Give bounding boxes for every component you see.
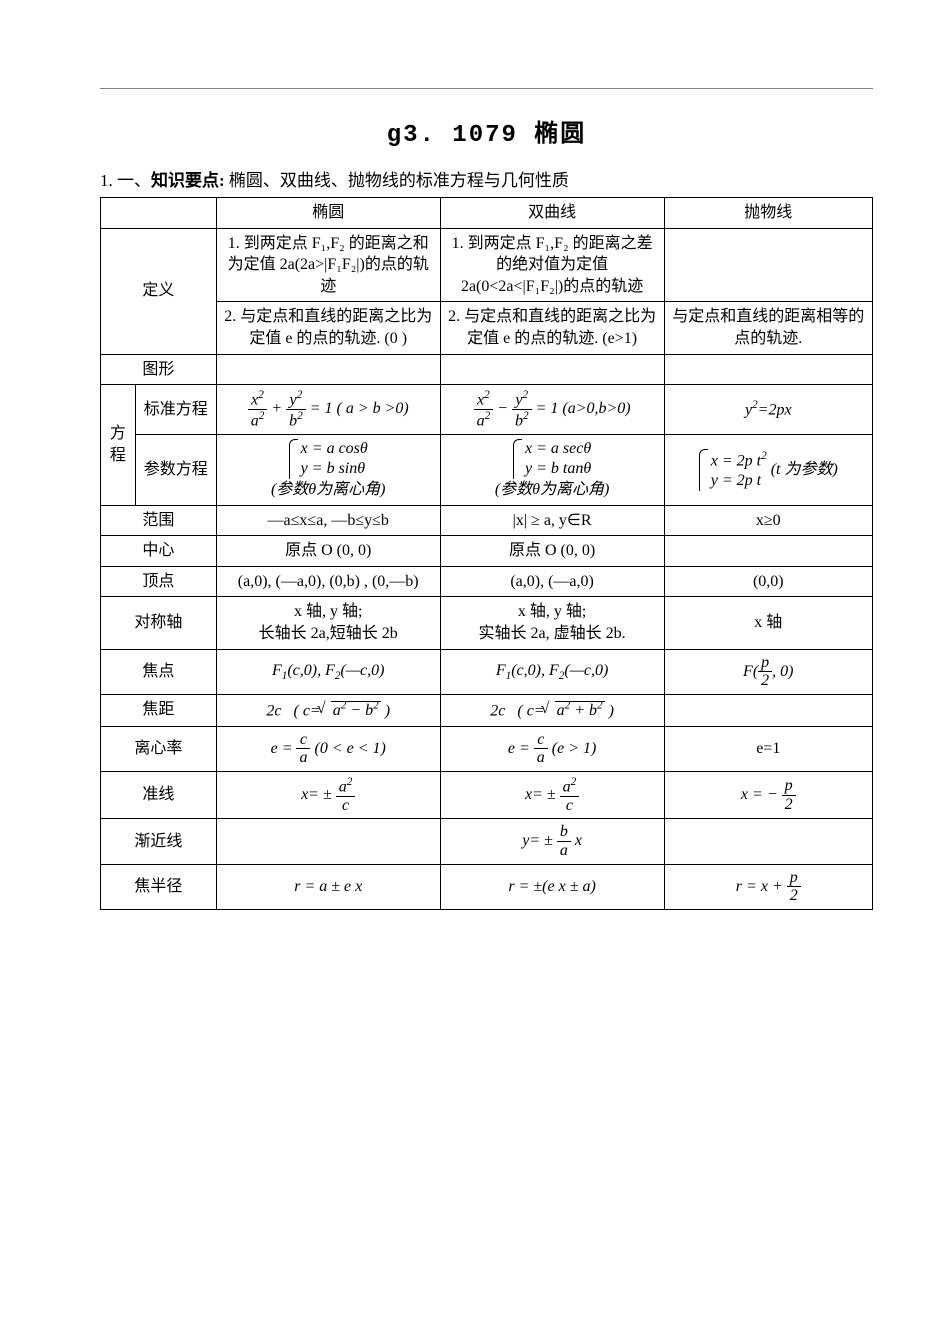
focradius-para: r = x + p2 — [664, 864, 872, 909]
focus-para: F(p2, 0) — [664, 649, 872, 694]
focdist-para — [664, 694, 872, 726]
row-focus: 焦点 F1(c,0), F2(—c,0) F1(c,0), F2(—c,0) F… — [101, 649, 873, 694]
row-figure: 图形 — [101, 354, 873, 385]
directrix-hyper: x= ± a2c — [440, 771, 664, 819]
ecc-ellipse: e = ca (0 < e < 1) — [216, 726, 440, 771]
def1-hyper: 1. 到两定点 F₁,F₂ 的距离之差的绝对值为定值 2a(0<2a<|F₁F₂… — [440, 228, 664, 302]
ecc-hyper: e = ca (e > 1) — [440, 726, 664, 771]
label-asymptote: 渐近线 — [101, 819, 217, 864]
parameq-ellipse: x = a cosθy = b sinθ(参数θ为离心角) — [216, 435, 440, 506]
label-range: 范围 — [101, 505, 217, 536]
def2-ellipse: 2. 与定点和直线的距离之比为定值 e 的点的轨迹. (0 ) — [216, 302, 440, 354]
intro-line: 1. 一、知识要点: 椭圆、双曲线、抛物线的标准方程与几何性质 — [100, 166, 873, 191]
parameq-para: x = 2p t2y = 2p t (t 为参数) — [664, 435, 872, 506]
asymptote-hyper: y= ± ba x — [440, 819, 664, 864]
stdeq-hyper: x2a2 − y2b2 = 1 (a>0,b>0) — [440, 385, 664, 435]
asymptote-ellipse — [216, 819, 440, 864]
axis-para: x 轴 — [664, 597, 872, 649]
range-ellipse: —a≤x≤a, —b≤y≤b — [216, 505, 440, 536]
row-ecc: 离心率 e = ca (0 < e < 1) e = ca (e > 1) e=… — [101, 726, 873, 771]
vertex-ellipse: (a,0), (—a,0), (0,b) , (0,—b) — [216, 566, 440, 597]
row-vertex: 顶点 (a,0), (—a,0), (0,b) , (0,—b) (a,0), … — [101, 566, 873, 597]
conic-table: 椭圆 双曲线 抛物线 定义 1. 到两定点 F₁,F₂ 的距离之和为定值 2a(… — [100, 197, 873, 910]
row-definition-1: 定义 1. 到两定点 F₁,F₂ 的距离之和为定值 2a(2a>|F₁F₂|)的… — [101, 228, 873, 302]
label-directrix: 准线 — [101, 771, 217, 819]
stdeq-ellipse: x2a2 + y2b2 = 1 ( a > b >0) — [216, 385, 440, 435]
figure-ellipse — [216, 354, 440, 385]
center-para — [664, 536, 872, 567]
ecc-para: e=1 — [664, 726, 872, 771]
header-hyperbola: 双曲线 — [440, 198, 664, 229]
intro-prefix: 1. 一、 — [100, 171, 151, 190]
table-header-row: 椭圆 双曲线 抛物线 — [101, 198, 873, 229]
def1-para — [664, 228, 872, 302]
stdeq-para: y2=2px — [664, 385, 872, 435]
header-parabola: 抛物线 — [664, 198, 872, 229]
def1-ellipse: 1. 到两定点 F₁,F₂ 的距离之和为定值 2a(2a>|F₁F₂|)的点的轨… — [216, 228, 440, 302]
label-focus: 焦点 — [101, 649, 217, 694]
row-asymptote: 渐近线 y= ± ba x — [101, 819, 873, 864]
row-directrix: 准线 x= ± a2c x= ± a2c x = − p2 — [101, 771, 873, 819]
focus-ellipse: F1(c,0), F2(—c,0) — [216, 649, 440, 694]
row-focradius: 焦半径 r = a ± e x r = ±(e x ± a) r = x + p… — [101, 864, 873, 909]
center-hyper: 原点 O (0, 0) — [440, 536, 664, 567]
figure-para — [664, 354, 872, 385]
document-page: g3. 1079 椭圆 1. 一、知识要点: 椭圆、双曲线、抛物线的标准方程与几… — [0, 0, 945, 970]
label-equation-group: 方 程 — [101, 385, 136, 505]
label-focradius: 焦半径 — [101, 864, 217, 909]
row-definition-2: 2. 与定点和直线的距离之比为定值 e 的点的轨迹. (0 ) 2. 与定点和直… — [101, 302, 873, 354]
label-vertex: 顶点 — [101, 566, 217, 597]
label-definition: 定义 — [101, 228, 217, 354]
label-param-eq: 参数方程 — [135, 435, 216, 506]
directrix-para: x = − p2 — [664, 771, 872, 819]
label-center: 中心 — [101, 536, 217, 567]
intro-rest: 椭圆、双曲线、抛物线的标准方程与几何性质 — [229, 171, 569, 190]
center-ellipse: 原点 O (0, 0) — [216, 536, 440, 567]
def2-para: 与定点和直线的距离相等的点的轨迹. — [664, 302, 872, 354]
row-range: 范围 —a≤x≤a, —b≤y≤b |x| ≥ a, y∈R x≥0 — [101, 505, 873, 536]
focradius-ellipse: r = a ± e x — [216, 864, 440, 909]
label-focdist: 焦距 — [101, 694, 217, 726]
def2-hyper: 2. 与定点和直线的距离之比为定值 e 的点的轨迹. (e>1) — [440, 302, 664, 354]
row-focdist: 焦距 2c ( c=a2 − b2 ) 2c ( c=a2 + b2 ) — [101, 694, 873, 726]
range-hyper: |x| ≥ a, y∈R — [440, 505, 664, 536]
vertex-hyper: (a,0), (—a,0) — [440, 566, 664, 597]
parameq-hyper: x = a secθy = b tanθ(参数θ为离心角) — [440, 435, 664, 506]
top-rule — [100, 88, 873, 89]
label-std-eq: 标准方程 — [135, 385, 216, 435]
row-param-eq: 参数方程 x = a cosθy = b sinθ(参数θ为离心角) x = a… — [101, 435, 873, 506]
label-figure: 图形 — [101, 354, 217, 385]
focdist-hyper: 2c ( c=a2 + b2 ) — [440, 694, 664, 726]
row-axis: 对称轴 x 轴, y 轴;长轴长 2a,短轴长 2b x 轴, y 轴;实轴长 … — [101, 597, 873, 649]
range-para: x≥0 — [664, 505, 872, 536]
label-ecc: 离心率 — [101, 726, 217, 771]
vertex-para: (0,0) — [664, 566, 872, 597]
focradius-hyper: r = ±(e x ± a) — [440, 864, 664, 909]
row-center: 中心 原点 O (0, 0) 原点 O (0, 0) — [101, 536, 873, 567]
row-std-eq: 方 程 标准方程 x2a2 + y2b2 = 1 ( a > b >0) x2a… — [101, 385, 873, 435]
header-ellipse: 椭圆 — [216, 198, 440, 229]
focus-hyper: F1(c,0), F2(—c,0) — [440, 649, 664, 694]
page-title: g3. 1079 椭圆 — [100, 113, 873, 149]
header-blank — [101, 198, 217, 229]
axis-ellipse: x 轴, y 轴;长轴长 2a,短轴长 2b — [216, 597, 440, 649]
axis-hyper: x 轴, y 轴;实轴长 2a, 虚轴长 2b. — [440, 597, 664, 649]
asymptote-para — [664, 819, 872, 864]
directrix-ellipse: x= ± a2c — [216, 771, 440, 819]
figure-hyper — [440, 354, 664, 385]
label-axis: 对称轴 — [101, 597, 217, 649]
focdist-ellipse: 2c ( c=a2 − b2 ) — [216, 694, 440, 726]
intro-bold: 知识要点: — [151, 171, 229, 190]
